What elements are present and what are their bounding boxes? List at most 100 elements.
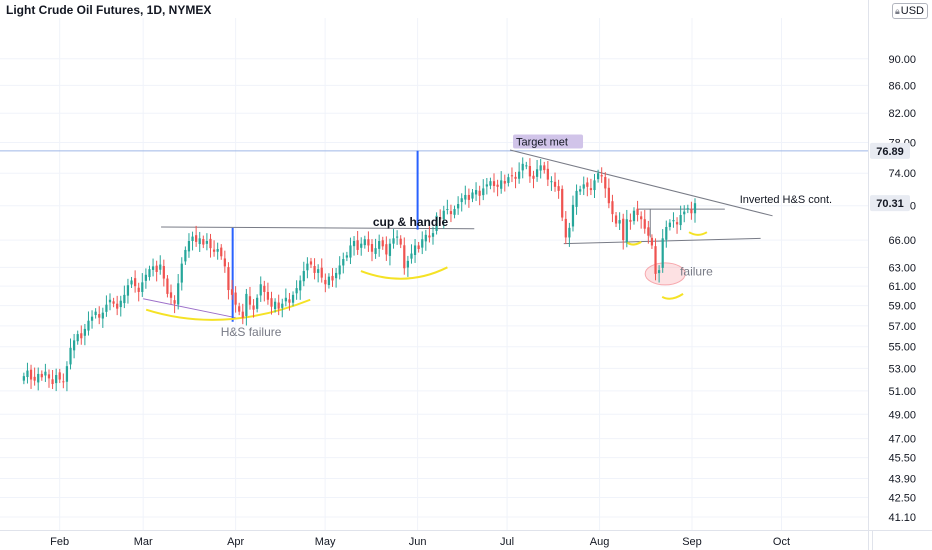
candle-body — [611, 201, 614, 215]
candle-body — [550, 181, 553, 183]
candle-body — [263, 285, 266, 292]
y-tick-label: 43.90 — [888, 474, 916, 486]
candle-body — [270, 298, 273, 307]
x-tick-label: Feb — [50, 536, 69, 548]
candle-body — [212, 249, 216, 252]
y-tick-label: 74.00 — [888, 168, 916, 180]
candle-body — [503, 181, 506, 184]
annotation-target-met: Target met — [516, 136, 568, 148]
candle-body — [460, 198, 463, 203]
candle-body — [180, 263, 183, 283]
candle-body — [643, 219, 646, 229]
candle-body — [227, 267, 230, 291]
y-tick-label: 90.00 — [888, 54, 916, 66]
candle-body — [374, 248, 377, 254]
candle-body — [234, 292, 237, 305]
candle-body — [528, 165, 532, 177]
candle-body — [166, 278, 169, 294]
descending-trendline — [509, 149, 773, 217]
annotations: cup & handle Target met Inverted H&S cont.… — [221, 134, 832, 339]
candle-body — [636, 208, 639, 215]
candle-body — [363, 239, 366, 246]
candle-body — [370, 244, 374, 252]
price-label-bg — [870, 142, 910, 159]
candles — [22, 157, 697, 392]
candle-body — [385, 244, 388, 255]
candle-body — [672, 220, 675, 222]
yellow-curve — [360, 266, 448, 280]
candle-body — [252, 305, 255, 310]
candle-body — [191, 236, 194, 242]
candle-body — [510, 175, 514, 177]
candle-body — [47, 374, 51, 379]
candle-body — [525, 165, 528, 167]
candle-body — [123, 294, 126, 304]
candle-body — [230, 289, 234, 295]
x-tick-label: Aug — [590, 536, 610, 548]
candle-body — [205, 241, 209, 244]
candle-body — [352, 241, 356, 247]
candle-body — [532, 175, 535, 179]
currency-label: USD — [900, 5, 924, 17]
candle-body — [112, 301, 115, 304]
candle-body — [33, 376, 36, 381]
candle-body — [596, 173, 600, 180]
candle-body — [546, 168, 549, 180]
candle-body — [80, 333, 83, 339]
candle-body — [51, 379, 54, 385]
candle-body — [284, 297, 287, 302]
candle-body — [40, 373, 43, 378]
y-axis-panel[interactable] — [868, 0, 932, 550]
lock-icon: 🔒︎ — [894, 6, 900, 16]
candle-body — [607, 187, 610, 204]
candle-body — [693, 203, 697, 214]
candle-body — [431, 233, 435, 237]
y-axis[interactable]: 90.0086.0082.0078.0074.0070.0066.0063.00… — [868, 0, 932, 550]
candle-body — [349, 245, 352, 258]
y-tick-label: 41.10 — [888, 512, 916, 524]
candle-body — [500, 180, 503, 189]
candle-body — [421, 239, 424, 248]
y-tick-label: 82.00 — [888, 108, 916, 120]
candle-body — [101, 312, 104, 319]
neckline — [143, 298, 236, 319]
candle-body — [600, 175, 603, 177]
candle-body — [675, 222, 679, 225]
candle-body — [220, 247, 223, 257]
candle-body — [148, 269, 151, 278]
candle-body — [640, 216, 643, 220]
candle-body — [629, 219, 632, 222]
candle-body — [482, 188, 485, 196]
candle-body — [134, 278, 137, 287]
candle-body — [331, 275, 334, 281]
candle-body — [489, 181, 492, 186]
axis-corner[interactable] — [872, 530, 932, 550]
candle-body — [29, 369, 33, 380]
candle-body — [105, 304, 108, 312]
resistance-line — [161, 226, 475, 230]
candle-body — [108, 299, 112, 303]
x-axis[interactable]: Feb Mar Apr May Jun Jul Aug Sep Oct — [0, 530, 932, 549]
candle-body — [281, 303, 284, 308]
candle-body — [69, 347, 72, 365]
candle-body — [410, 253, 413, 259]
y-tick-label: 51.00 — [888, 386, 916, 398]
x-tick-label: Jun — [409, 536, 427, 548]
candle-body — [378, 241, 381, 249]
candle-body — [399, 238, 402, 245]
y-tick-label: 53.00 — [888, 363, 916, 375]
candle-body — [568, 227, 571, 238]
candle-body — [155, 265, 158, 272]
candle-body — [216, 249, 219, 252]
candle-body — [650, 237, 654, 246]
candle-body — [442, 210, 445, 220]
candle-body — [665, 226, 668, 240]
candle-body — [169, 292, 173, 298]
candle-body — [625, 219, 628, 243]
candle-body — [98, 314, 101, 318]
candle-body — [604, 177, 607, 189]
currency-selector[interactable]: 🔒︎USD — [891, 3, 928, 19]
candle-body — [119, 300, 122, 308]
grid-lines — [0, 18, 868, 530]
